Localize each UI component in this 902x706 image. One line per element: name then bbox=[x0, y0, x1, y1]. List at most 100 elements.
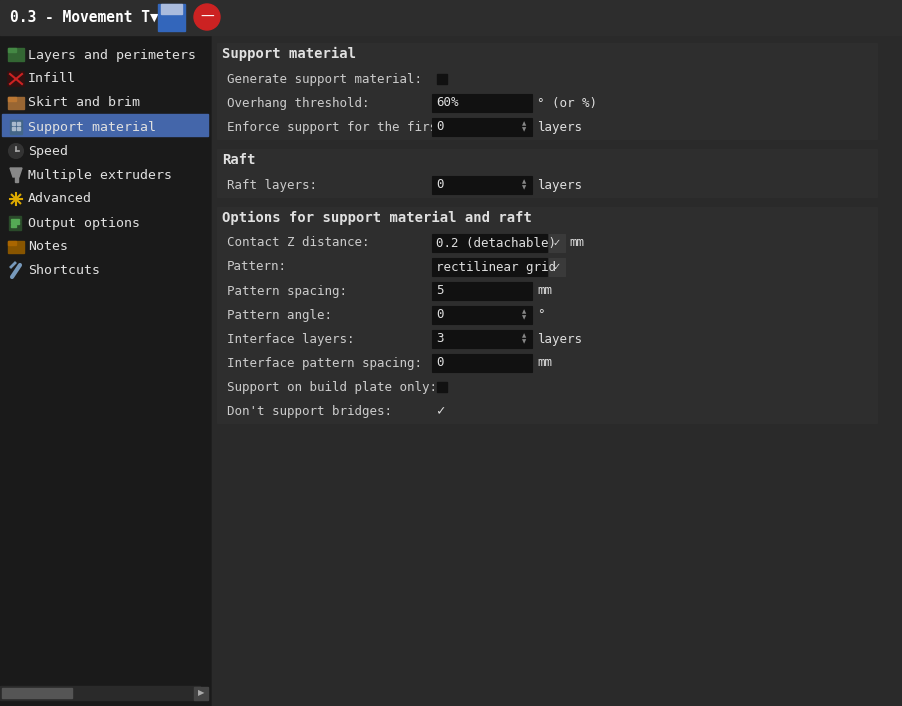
Bar bbox=[437, 382, 447, 392]
Text: ▼: ▼ bbox=[522, 128, 526, 133]
Text: 60%: 60% bbox=[436, 97, 458, 109]
Bar bbox=[17, 122, 20, 125]
Bar bbox=[11, 225, 16, 227]
Bar bbox=[549, 258, 565, 276]
Bar bbox=[0, 686, 200, 700]
Text: 0: 0 bbox=[436, 179, 444, 191]
Bar bbox=[437, 74, 447, 84]
Text: Pattern spacing:: Pattern spacing: bbox=[227, 285, 347, 297]
Bar bbox=[0, 35, 210, 706]
Bar bbox=[8, 97, 16, 101]
Text: 0.3 - Movement T: 0.3 - Movement T bbox=[10, 10, 150, 25]
Bar bbox=[11, 219, 19, 221]
Text: Overhang threshold:: Overhang threshold: bbox=[227, 97, 370, 109]
Bar bbox=[0, 0, 902, 35]
Text: 3: 3 bbox=[436, 333, 444, 345]
Text: 0.2 (detachable): 0.2 (detachable) bbox=[436, 237, 556, 249]
Text: mm: mm bbox=[569, 237, 584, 249]
Text: —: — bbox=[200, 10, 214, 24]
Bar bbox=[212, 35, 902, 706]
Text: 0: 0 bbox=[436, 357, 444, 369]
Text: Don't support bridges:: Don't support bridges: bbox=[227, 405, 392, 417]
Bar bbox=[8, 241, 24, 253]
Bar bbox=[11, 222, 19, 224]
Text: ▲: ▲ bbox=[522, 121, 526, 126]
Text: ▲: ▲ bbox=[522, 179, 526, 184]
Text: 0: 0 bbox=[436, 309, 444, 321]
Bar bbox=[8, 48, 24, 61]
Bar bbox=[432, 118, 532, 136]
Text: ▼: ▼ bbox=[522, 316, 526, 321]
Text: Support on build plate only:: Support on build plate only: bbox=[227, 381, 437, 393]
Bar bbox=[194, 687, 208, 700]
Circle shape bbox=[9, 144, 23, 158]
Bar bbox=[432, 234, 547, 252]
Bar bbox=[432, 306, 532, 324]
Text: ° (or %): ° (or %) bbox=[537, 97, 597, 109]
Circle shape bbox=[194, 4, 220, 30]
Bar bbox=[8, 97, 24, 109]
Text: ▲: ▲ bbox=[522, 333, 526, 338]
Text: Notes: Notes bbox=[28, 241, 68, 253]
Bar bbox=[12, 122, 15, 125]
Bar bbox=[432, 176, 532, 194]
Text: Interface layers:: Interface layers: bbox=[227, 333, 354, 345]
Bar bbox=[8, 241, 16, 245]
Bar bbox=[15, 177, 18, 182]
Bar bbox=[212, 35, 902, 706]
Text: mm: mm bbox=[537, 285, 552, 297]
Text: ✓: ✓ bbox=[553, 262, 561, 272]
Text: Advanced: Advanced bbox=[28, 193, 92, 205]
Bar bbox=[432, 282, 532, 300]
Text: rectilinear grid: rectilinear grid bbox=[436, 261, 556, 273]
Text: Multiple extruders: Multiple extruders bbox=[28, 169, 172, 181]
Bar bbox=[432, 354, 532, 372]
Text: Generate support material:: Generate support material: bbox=[227, 73, 422, 85]
Text: ▼: ▼ bbox=[522, 340, 526, 345]
Bar bbox=[17, 127, 20, 130]
Bar bbox=[8, 72, 24, 86]
Bar bbox=[432, 258, 547, 276]
Text: Interface pattern spacing:: Interface pattern spacing: bbox=[227, 357, 422, 369]
Text: Support material: Support material bbox=[222, 47, 356, 61]
Text: ✓: ✓ bbox=[553, 238, 561, 248]
Bar bbox=[161, 4, 182, 14]
Text: ▲: ▲ bbox=[522, 309, 526, 314]
Text: °: ° bbox=[537, 309, 545, 321]
Bar bbox=[12, 127, 15, 130]
Polygon shape bbox=[10, 168, 22, 177]
Text: Pattern angle:: Pattern angle: bbox=[227, 309, 332, 321]
Text: Contact Z distance:: Contact Z distance: bbox=[227, 237, 370, 249]
Text: 5: 5 bbox=[436, 285, 444, 297]
Text: Skirt and brim: Skirt and brim bbox=[28, 97, 140, 109]
Bar bbox=[217, 207, 877, 423]
Text: Enforce support for the first:: Enforce support for the first: bbox=[227, 121, 452, 133]
Text: ▼: ▼ bbox=[150, 13, 159, 23]
Text: 0: 0 bbox=[436, 121, 444, 133]
Text: ▼: ▼ bbox=[522, 186, 526, 191]
Bar bbox=[158, 4, 185, 31]
Text: Speed: Speed bbox=[28, 145, 68, 157]
Bar bbox=[432, 94, 532, 112]
Text: Shortcuts: Shortcuts bbox=[28, 265, 100, 277]
Bar bbox=[217, 43, 877, 139]
Bar bbox=[10, 120, 22, 134]
Text: Pattern:: Pattern: bbox=[227, 261, 287, 273]
Text: ✓: ✓ bbox=[437, 404, 446, 418]
Bar bbox=[217, 149, 877, 197]
Text: Output options: Output options bbox=[28, 217, 140, 229]
Text: Raft layers:: Raft layers: bbox=[227, 179, 317, 191]
Text: Support material: Support material bbox=[28, 121, 156, 133]
Text: ▶: ▶ bbox=[198, 688, 204, 698]
Bar bbox=[2, 688, 72, 698]
Text: Raft: Raft bbox=[222, 153, 255, 167]
Bar bbox=[2, 114, 208, 136]
Text: layers: layers bbox=[537, 121, 582, 133]
Text: layers: layers bbox=[537, 333, 582, 345]
Bar bbox=[8, 48, 16, 52]
Bar bbox=[549, 234, 565, 252]
Text: mm: mm bbox=[537, 357, 552, 369]
Text: Layers and perimeters: Layers and perimeters bbox=[28, 49, 196, 61]
Text: Infill: Infill bbox=[28, 73, 76, 85]
Bar bbox=[432, 330, 532, 348]
